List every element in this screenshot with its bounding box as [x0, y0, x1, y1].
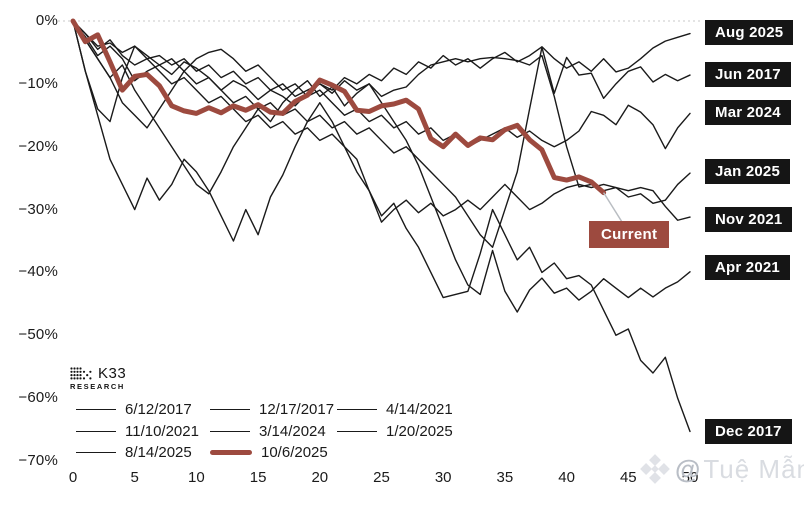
- k33-brand-name: K33: [98, 365, 127, 382]
- line-swatch: [76, 452, 116, 454]
- k33-research-logo: K33 RESEARCH: [70, 366, 126, 391]
- x-tick-label: 20: [311, 469, 329, 486]
- legend-label: 12/17/2017: [259, 401, 335, 419]
- legend-label: 10/6/2025: [261, 444, 328, 462]
- line-swatch: [337, 409, 377, 411]
- series-end-label-nov-2021: Nov 2021: [705, 207, 793, 232]
- x-tick-label: 15: [249, 469, 267, 486]
- series-line-12-17-2017: [72, 20, 691, 433]
- x-tick-label: 25: [373, 469, 390, 486]
- current-annotation-leader-line: [602, 192, 623, 223]
- series-end-label-aug-2025: Aug 2025: [705, 20, 794, 45]
- legend-item-current: 10/6/2025: [210, 442, 337, 464]
- legend-label: 4/14/2021: [386, 401, 453, 419]
- x-tick-label: 40: [558, 469, 575, 486]
- line-swatch: [337, 430, 377, 432]
- line-swatch: [210, 409, 250, 411]
- y-tick-label: −70%: [18, 451, 58, 469]
- line-swatch: [76, 430, 116, 432]
- line-swatch: [76, 409, 116, 411]
- series-line-1-20-2025: [72, 20, 691, 204]
- y-tick-label: −20%: [18, 137, 58, 155]
- y-tick-label: −40%: [18, 263, 58, 281]
- legend-item: 8/14/2025: [76, 442, 210, 464]
- legend-item: 6/12/2017: [76, 399, 210, 421]
- x-tick-label: 10: [188, 469, 205, 486]
- series-end-label-apr-2021: Apr 2021: [705, 255, 790, 280]
- legend-label: 3/14/2024: [259, 422, 326, 440]
- legend-item: 11/10/2021: [76, 421, 210, 443]
- series-end-label-dec-2017: Dec 2017: [705, 419, 792, 444]
- legend-label: 1/20/2025: [386, 422, 453, 440]
- series-end-label-jun-2017: Jun 2017: [705, 62, 791, 87]
- legend-label: 6/12/2017: [125, 401, 192, 419]
- legend-label: 8/14/2025: [125, 444, 192, 462]
- x-tick-label: 30: [434, 469, 452, 486]
- legend-item: 12/17/2017: [210, 399, 337, 421]
- legend-label: 11/10/2021: [125, 422, 199, 440]
- current-annotation-label: Current: [589, 221, 670, 248]
- series-line-8-14-2025: [72, 20, 691, 107]
- y-tick-label: −50%: [18, 326, 58, 344]
- legend: 6/12/2017 12/17/2017 4/14/2021 11/10/202…: [76, 399, 477, 464]
- series-end-label-jan-2025: Jan 2025: [705, 159, 790, 184]
- highlight-line-swatch: [210, 450, 252, 456]
- y-tick-label: −10%: [18, 74, 58, 92]
- y-tick-label: −30%: [18, 200, 58, 218]
- x-tick-label: 45: [619, 469, 637, 486]
- x-tick-label: 0: [68, 469, 78, 486]
- series-line-3-14-2024: [72, 20, 691, 150]
- x-tick-label: 5: [130, 469, 139, 486]
- x-tick-label: 35: [496, 469, 514, 486]
- series-end-label-mar-2024: Mar 2024: [705, 100, 791, 125]
- line-swatch: [210, 430, 250, 432]
- k33-dot-matrix-icon: [70, 366, 92, 379]
- legend-item: 1/20/2025: [337, 421, 477, 443]
- x-tick-label: 50: [681, 469, 699, 486]
- series-line-4-14-2021: [72, 20, 691, 313]
- legend-item: 4/14/2021: [337, 399, 477, 421]
- y-tick-label: 0%: [35, 12, 58, 29]
- y-tick-label: −60%: [18, 389, 58, 407]
- series-line-10-6-2025: [70, 18, 607, 196]
- series-line-11-10-2021: [72, 20, 691, 223]
- series-line-6-12-2017: [72, 20, 691, 248]
- legend-item: 3/14/2024: [210, 421, 337, 443]
- k33-brand-sub: RESEARCH: [70, 382, 125, 391]
